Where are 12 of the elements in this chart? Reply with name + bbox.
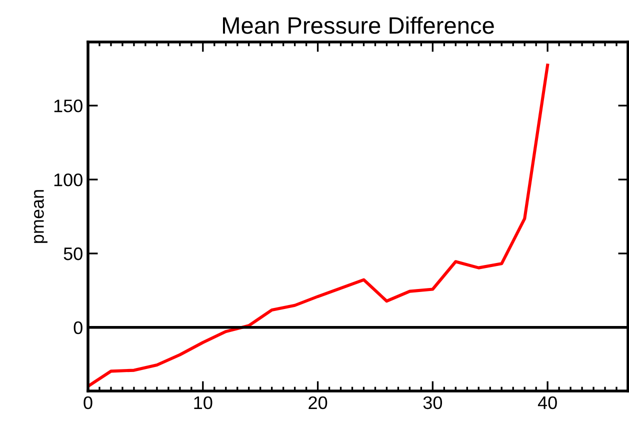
y-tick-label: 100 — [54, 173, 82, 186]
y-tick-label: 50 — [64, 247, 82, 260]
chart-title: Mean Pressure Difference — [223, 16, 494, 34]
line-series — [88, 64, 550, 388]
x-tick-label: 30 — [423, 396, 442, 410]
y-tick-label: 150 — [54, 100, 82, 112]
x-tick-label: 20 — [308, 396, 328, 410]
y-tick-label: 0 — [74, 321, 82, 334]
x-tick-label: 10 — [194, 396, 212, 410]
x-tick-label: 40 — [538, 396, 557, 410]
x-tick-label: 0 — [84, 396, 92, 410]
y-axis-title: pmean — [34, 190, 48, 243]
